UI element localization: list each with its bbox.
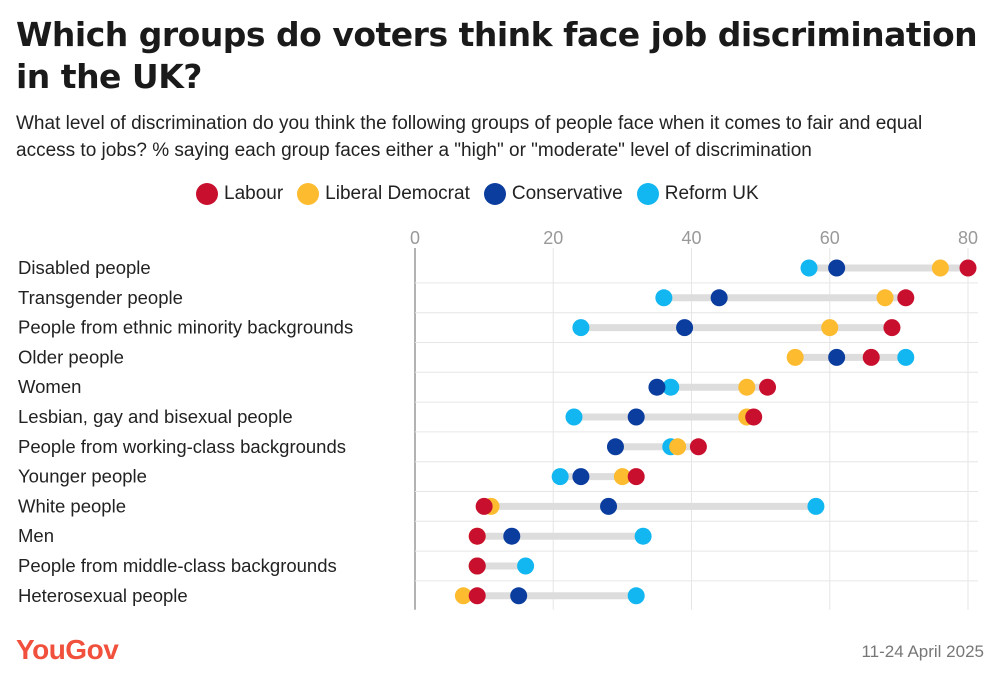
legend-label-conservative: Conservative [511,183,623,204]
category-label: Lesbian, gay and bisexual people [18,406,293,427]
dot-labour [468,557,486,575]
legend-label-labour: Labour [224,183,284,204]
dot-conservative [676,319,694,337]
dot-reform-uk [517,557,535,575]
dot-labour [745,408,763,426]
legend-dot-liberal-democrat [297,183,320,205]
dot-conservative [828,348,846,366]
chart-title: Which groups do voters think face job di… [16,15,978,96]
dot-labour [475,497,493,515]
yougov-logo: YouGov [16,634,119,665]
dot-labour [468,587,486,605]
dot-labour [759,378,777,396]
legend-dot-reform-uk [636,183,659,205]
dot-conservative [572,468,590,486]
dot-labour [468,527,486,545]
legend-item-labour: Labour [196,183,283,205]
dot-conservative [606,438,624,456]
category-label: Disabled people [18,257,151,278]
dot-conservative [503,527,521,545]
dot-labour [897,289,915,307]
category-label: People from working-class backgrounds [18,436,346,457]
dot-reform-uk [800,259,818,277]
category-label: Men [18,525,54,546]
x-tick-label: 20 [543,228,563,248]
dot-liberal-democrat [931,259,949,277]
fieldwork-date: 11-24 April 2025 [861,642,984,661]
dot-liberal-democrat [613,468,631,486]
category-label: White people [18,495,126,516]
dot-reform-uk [634,527,652,545]
dot-conservative [510,587,528,605]
dot-reform-uk [627,587,645,605]
dot-conservative [648,378,666,396]
dot-labour [627,468,645,486]
dot-conservative [828,259,846,277]
category-label: Transgender people [18,287,183,308]
legend: Labour Liberal Democrat Conservative Ref… [196,180,759,208]
dot-reform-uk [807,497,825,515]
dot-liberal-democrat [738,378,756,396]
x-tick-label: 60 [820,228,840,248]
category-label: Women [18,376,81,397]
dot-labour [959,259,977,277]
legend-dot-labour [196,183,218,205]
dot-labour [883,319,901,337]
x-tick-label: 40 [681,228,701,248]
legend-label-reform-uk: Reform UK [664,183,759,204]
legend-item-liberal-democrat: Liberal Democrat [297,183,470,205]
category-label: People from ethnic minority backgrounds [18,317,353,338]
category-label: People from middle-class backgrounds [18,555,337,576]
dot-conservative [710,289,728,307]
dot-liberal-democrat [876,289,894,307]
legend-dot-conservative [483,183,506,205]
dot-liberal-democrat [786,348,804,366]
x-tick-label: 0 [410,228,420,248]
category-label: Younger people [18,466,147,487]
dot-conservative [627,408,645,426]
dot-liberal-democrat [454,587,472,605]
dot-reform-uk [551,468,569,486]
category-label: Older people [18,346,124,367]
legend-item-conservative: Conservative [483,183,623,205]
category-label: Heterosexual people [18,585,188,606]
dot-reform-uk [897,348,915,366]
dot-liberal-democrat [669,438,687,456]
dot-reform-uk [655,289,673,307]
dot-reform-uk [565,408,583,426]
chart-subtitle: What level of discrimination do you thin… [16,113,923,161]
legend-item-reform-uk: Reform UK [636,183,759,205]
dot-range-chart: 0 20 40 60 80 Disabled people Transgender peop… [18,228,978,610]
legend-label-liberal-democrat: Liberal Democrat [325,183,470,204]
dot-liberal-democrat [821,319,839,337]
dot-labour [862,348,880,366]
dot-reform-uk [662,378,680,396]
dot-reform-uk [572,319,590,337]
dot-conservative [600,497,618,515]
dot-labour [689,438,707,456]
x-tick-label: 80 [958,228,978,248]
